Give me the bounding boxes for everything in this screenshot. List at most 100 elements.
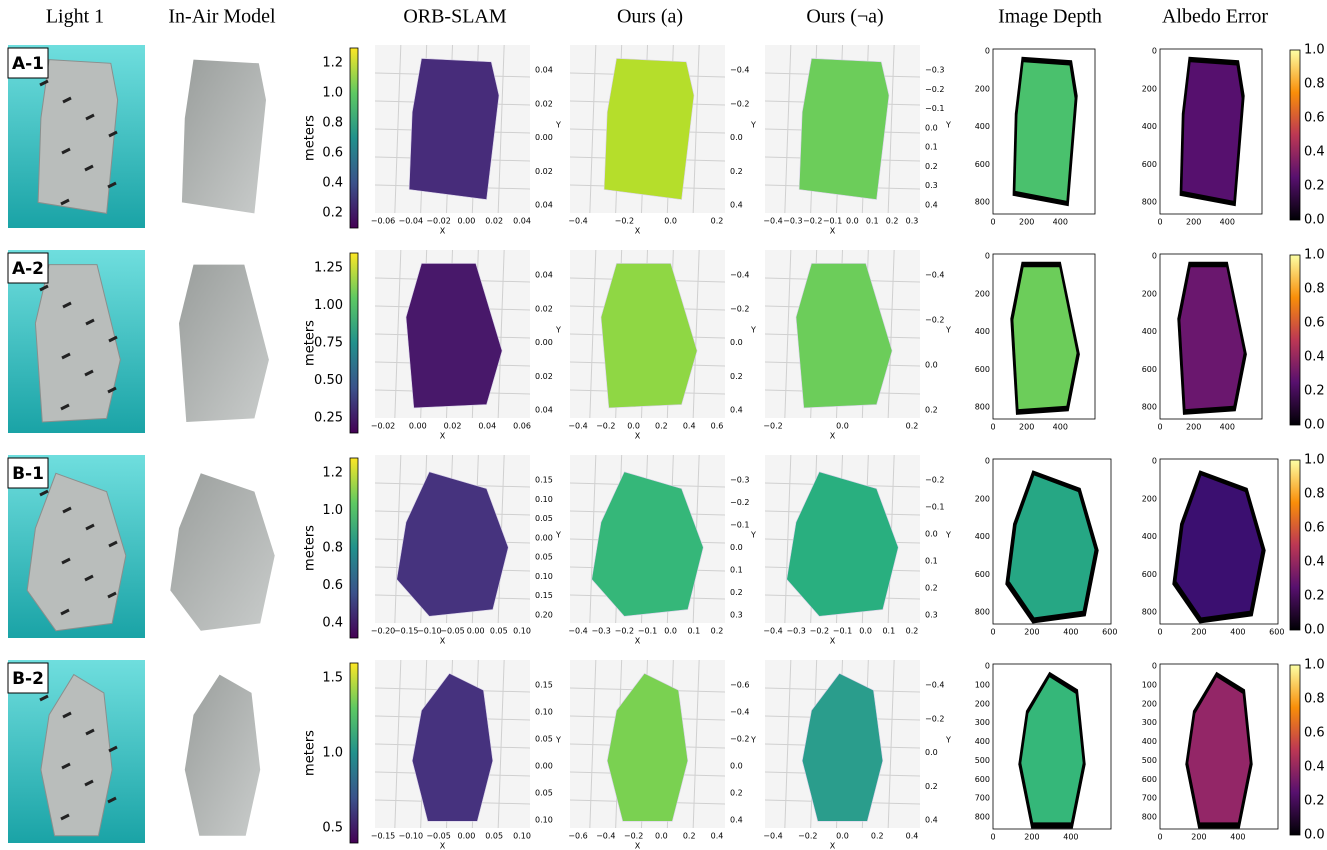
x-tick-label: 0 (990, 628, 995, 637)
albedo-colorbar-tick-label: 0.2 (1304, 179, 1325, 194)
photo-marker (85, 523, 95, 531)
x-tick-label: 0 (990, 218, 995, 227)
panel-grid (589, 659, 597, 829)
x-tick-label: 400 (1053, 423, 1068, 432)
x-tick-label: −0.3 (783, 217, 802, 226)
x-tick-label: 200 (1191, 628, 1206, 637)
x-tick-label: 400 (1220, 423, 1235, 432)
x-tick-label: 200 (1186, 423, 1201, 432)
x-tick-label: 0.10 (513, 832, 531, 841)
x-tick-label: 0.0 (664, 627, 677, 636)
x-tick-label: 0.1 (882, 627, 895, 636)
albedo-colorbar-tick-label: 0.0 (1304, 623, 1325, 638)
colorbar-tick-label: 0.8 (322, 116, 343, 131)
colorbar-tick-label: 0.50 (314, 373, 343, 388)
y-tick-label: −0.2 (730, 304, 749, 313)
x-tick-label: 0.1 (866, 217, 879, 226)
x-axis-label: X (440, 432, 446, 441)
y-tick-label: 400 (975, 327, 990, 336)
in-air-model (181, 59, 266, 214)
x-tick-label: −0.10 (417, 627, 442, 636)
albedo-colorbar-tick-label: 0.8 (1304, 282, 1325, 297)
x-tick-label: 600 (1102, 628, 1117, 637)
y-axis-label: Y (750, 531, 756, 540)
y-tick-label: 0.0 (925, 748, 938, 757)
photo-marker (108, 745, 118, 753)
x-tick-label: 0 (1157, 423, 1162, 432)
y-tick-label: 0.0 (925, 361, 938, 370)
column-header: Ours (a) (617, 6, 683, 28)
panel-grid (394, 659, 402, 829)
panel-grid (497, 44, 505, 214)
x-tick-label: −0.2 (615, 217, 634, 226)
column-header: ORB-SLAM (403, 6, 507, 28)
y-tick-label: 600 (975, 365, 990, 374)
x-tick-label: 200 (1024, 628, 1039, 637)
colorbar-tick-label: 0.75 (314, 336, 343, 351)
colorbar (349, 457, 359, 639)
panel-grid (589, 454, 597, 624)
y-tick-label: 600 (1142, 775, 1157, 784)
y-tick-label: −0.2 (925, 316, 944, 325)
photo-marker (84, 574, 94, 582)
photo-marker (60, 813, 70, 821)
y-tick-label: 200 (1142, 84, 1157, 93)
x-tick-label: −0.05 (440, 627, 465, 636)
panel-grid (784, 659, 792, 829)
x-tick-label: 0.2 (655, 422, 668, 431)
y-tick-label: 0.0 (925, 123, 938, 132)
x-tick-label: −0.1 (833, 627, 852, 636)
y-tick-label: 800 (975, 813, 990, 822)
y-tick-label: 400 (1142, 737, 1157, 746)
x-tick-label: 600 (1269, 628, 1284, 637)
x-tick-label: −0.4 (568, 627, 587, 636)
x-tick-label: 0.2 (711, 627, 724, 636)
surface-mesh (396, 471, 509, 617)
y-tick-label: 0.2 (730, 372, 743, 381)
x-tick-label: 0.00 (467, 627, 485, 636)
x-tick-label: 0 (1157, 833, 1162, 842)
y-tick-label: 0.10 (535, 708, 553, 717)
y-axis-label: Y (750, 121, 756, 130)
y-axis-label: Y (945, 326, 951, 335)
x-tick-label: 200 (1019, 423, 1034, 432)
y-tick-label: 0 (1152, 662, 1157, 671)
y-tick-label: 300 (1142, 718, 1157, 727)
albedo-colorbar-tick-label: 0.4 (1304, 350, 1325, 365)
panel-grid (692, 249, 700, 419)
y-tick-label: −0.1 (730, 521, 749, 530)
x-tick-label: 0.00 (409, 422, 427, 431)
x-tick-label: 0.2 (683, 832, 696, 841)
x-tick-label: −0.2 (624, 832, 643, 841)
y-tick-label: 400 (1142, 122, 1157, 131)
x-tick-label: −0.06 (371, 217, 396, 226)
albedo-colorbar-tick-label: 0.6 (1304, 521, 1325, 536)
albedo-colorbar-tick-label: 0.0 (1304, 418, 1325, 433)
x-tick-label: 400 (1230, 628, 1245, 637)
y-axis-label: Y (945, 121, 951, 130)
y-tick-label: 0.05 (535, 735, 553, 744)
y-tick-label: 0.1 (925, 143, 938, 152)
albedo-colorbar (1289, 459, 1301, 631)
y-axis-label: Y (945, 531, 951, 540)
y-tick-label: 500 (1142, 756, 1157, 765)
panel-grid (692, 659, 700, 829)
column-header: Albedo Error (1162, 6, 1268, 28)
row-label-box (7, 252, 49, 284)
y-tick-label: 0.15 (535, 591, 553, 600)
x-tick-label: 0.05 (490, 627, 508, 636)
photo-marker (61, 762, 71, 770)
y-tick-label: 0 (1152, 457, 1157, 466)
x-tick-label: 0.02 (444, 422, 462, 431)
y-tick-label: 400 (1142, 532, 1157, 541)
y-tick-label: 0.00 (535, 133, 553, 142)
y-tick-label: 200 (975, 84, 990, 93)
image-map (1021, 677, 1083, 823)
x-tick-label: 200 (1024, 833, 1039, 842)
x-tick-label: 400 (1230, 833, 1245, 842)
image-map (1015, 62, 1075, 201)
image-map (1013, 267, 1077, 410)
colorbar-label: meters (303, 525, 318, 571)
y-tick-label: 600 (975, 775, 990, 784)
